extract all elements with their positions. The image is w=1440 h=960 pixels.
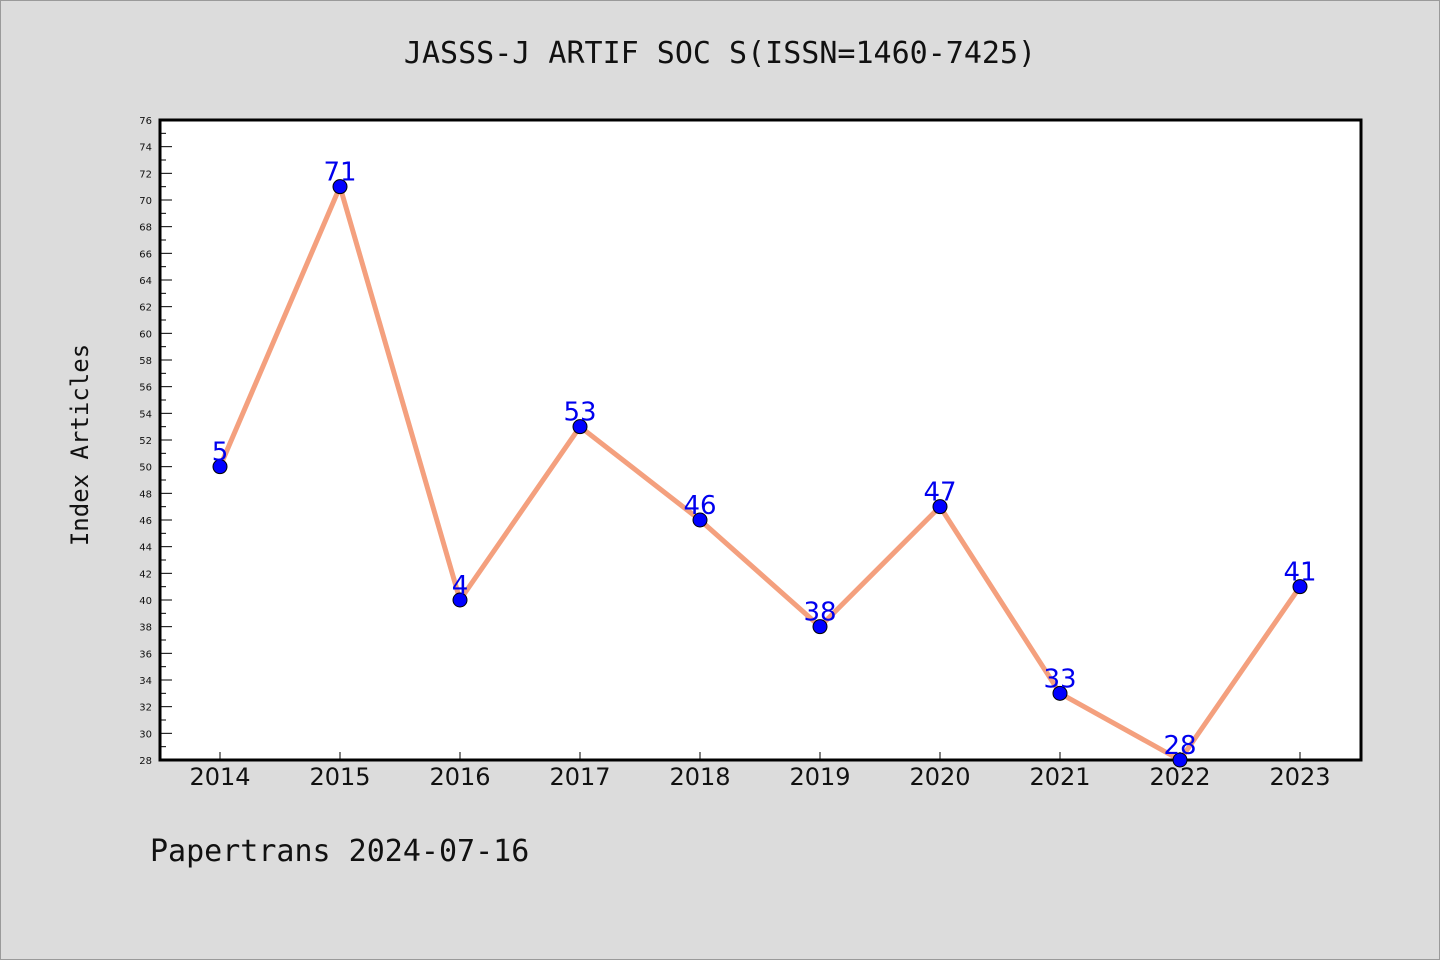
- data-label: 53: [563, 398, 596, 428]
- x-tick-label: 2016: [429, 763, 490, 791]
- x-tick-label: 2023: [1269, 763, 1330, 791]
- x-tick-label: 2018: [669, 763, 730, 791]
- chart-title: JASSS-J ARTIF SOC S(ISSN=1460-7425): [403, 36, 1037, 71]
- y-tick-label: 64: [139, 276, 152, 287]
- y-tick-label: 46: [139, 516, 152, 527]
- y-tick-label: 60: [139, 329, 152, 340]
- y-tick-label: 58: [139, 356, 152, 367]
- data-label: 5: [212, 438, 229, 468]
- data-label: 33: [1043, 664, 1076, 694]
- x-tick-label: 2014: [189, 763, 250, 791]
- data-label: 38: [803, 598, 836, 628]
- data-point: [1172, 752, 1188, 768]
- y-tick-label: 50: [139, 463, 152, 474]
- y-tick-label: 62: [139, 303, 152, 314]
- data-label: 4: [452, 571, 469, 601]
- data-point: [212, 459, 228, 475]
- footer-text: Papertrans 2024-07-16: [150, 834, 530, 869]
- data-label: 47: [923, 478, 956, 508]
- data-point: [1292, 579, 1308, 595]
- y-tick-label: 44: [139, 543, 152, 554]
- y-tick-label: 32: [139, 703, 152, 714]
- y-tick-label: 30: [139, 729, 152, 740]
- y-tick-label: 70: [139, 196, 152, 207]
- data-point: [332, 179, 348, 195]
- y-tick-label: 40: [139, 596, 152, 607]
- y-tick-label: 38: [139, 623, 152, 634]
- y-tick-label: 54: [139, 409, 152, 420]
- data-label: 46: [683, 491, 716, 521]
- data-point: [452, 592, 468, 608]
- data-point: [1052, 685, 1068, 701]
- y-tick-label: 34: [139, 676, 152, 687]
- y-tick-label: 52: [139, 436, 152, 447]
- y-tick-label: 74: [139, 143, 152, 154]
- y-tick-label: 76: [139, 116, 152, 127]
- x-tick-label: 2017: [549, 763, 610, 791]
- data-label: 71: [323, 158, 356, 188]
- y-tick-label: 66: [139, 249, 152, 260]
- y-tick-label: 72: [139, 169, 152, 180]
- y-tick-label: 42: [139, 569, 152, 580]
- y-tick-label: 28: [139, 756, 152, 767]
- y-tick-label: 68: [139, 223, 152, 234]
- y-tick-label: 56: [139, 383, 152, 394]
- x-tick-label: 2015: [309, 763, 370, 791]
- plot-area: [158, 118, 1363, 762]
- x-tick-label: 2021: [1029, 763, 1090, 791]
- x-tick-label: 2020: [909, 763, 970, 791]
- data-label: 28: [1163, 731, 1196, 761]
- x-tick-label: 2019: [789, 763, 850, 791]
- y-tick-label: 48: [139, 489, 152, 500]
- data-point: [932, 499, 948, 515]
- data-label: 41: [1283, 558, 1316, 588]
- series-line: [217, 184, 1303, 763]
- data-point: [812, 619, 828, 635]
- data-point: [572, 419, 588, 435]
- y-tick-label: 36: [139, 649, 152, 660]
- data-point: [692, 512, 708, 528]
- x-tick-label: 2022: [1149, 763, 1210, 791]
